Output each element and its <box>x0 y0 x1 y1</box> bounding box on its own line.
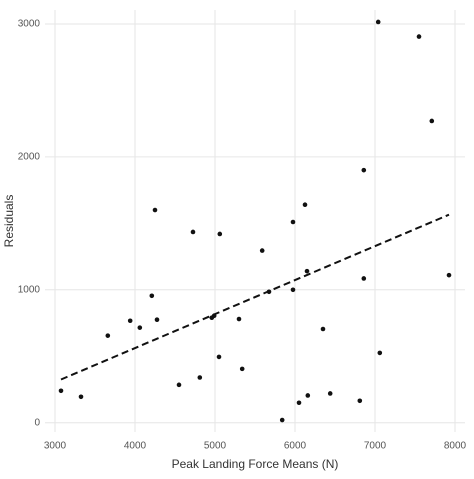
point <box>149 293 155 299</box>
point <box>304 268 310 274</box>
point <box>176 382 182 388</box>
x-tick-label: 3000 <box>44 441 67 452</box>
point <box>154 317 160 322</box>
point <box>296 400 302 406</box>
x-tick-label: 5000 <box>204 441 227 452</box>
point <box>375 19 381 25</box>
point <box>239 366 245 372</box>
point <box>290 287 296 293</box>
y-axis-title: Residuals <box>2 195 16 248</box>
trend-line <box>60 213 450 381</box>
point <box>105 333 111 338</box>
y-tick-label: 1000 <box>18 284 41 295</box>
point <box>127 318 133 324</box>
point <box>236 316 242 322</box>
point <box>209 315 215 320</box>
point <box>216 354 222 360</box>
x-axis-title: Peak Landing Force Means (N) <box>172 457 339 471</box>
y-tick-label: 3000 <box>18 19 41 30</box>
point <box>197 375 203 380</box>
point <box>361 167 367 173</box>
point <box>279 417 285 423</box>
point <box>416 34 422 39</box>
point <box>361 276 367 281</box>
x-tick-label: 6000 <box>284 441 307 452</box>
y-tick-label: 0 <box>34 417 40 428</box>
point <box>377 350 383 356</box>
point <box>446 272 452 278</box>
x-tick-label: 8000 <box>444 441 467 452</box>
point <box>78 394 84 400</box>
point <box>217 231 223 237</box>
point <box>259 248 265 253</box>
point <box>152 207 158 213</box>
x-tick-label: 4000 <box>124 441 147 452</box>
point <box>327 391 333 396</box>
point <box>357 398 363 404</box>
x-tick-label: 7000 <box>364 441 387 452</box>
point <box>320 326 326 332</box>
point <box>302 202 308 208</box>
point <box>305 393 311 398</box>
point <box>290 219 296 225</box>
point <box>429 118 435 124</box>
point <box>190 229 196 235</box>
point <box>58 388 64 394</box>
point <box>137 325 143 330</box>
y-tick-label: 2000 <box>18 152 41 163</box>
